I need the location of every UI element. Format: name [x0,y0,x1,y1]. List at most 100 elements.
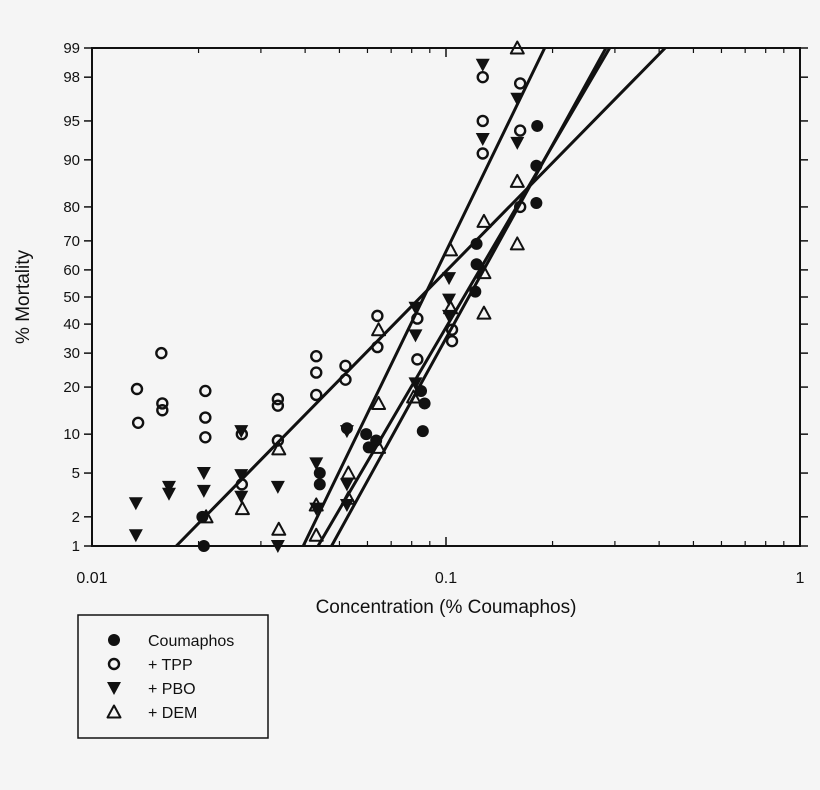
point-open-circle [371,309,384,323]
point-open-circle [310,388,323,402]
point-open-circle [513,124,527,137]
point-filled-triangle-down [475,133,490,147]
fit-line-open-circle [174,48,667,546]
point-open-circle [339,359,352,373]
point-open-circle [130,382,144,396]
legend-marker-filled-triangle-down [107,682,121,695]
legend-marker-open-triangle-up [106,704,122,719]
fit-lines [174,48,667,546]
point-open-triangle-up [476,265,492,280]
y-tick-label: 30 [63,345,80,362]
point-open-circle [310,366,323,379]
point-open-triangle-up [443,242,459,257]
point-open-triangle-up [509,236,525,251]
legend: Coumaphos + TPP + PBO + DEM [77,614,269,739]
point-filled-circle [530,197,543,210]
point-filled-triangle-down [196,484,211,498]
y-tick-label: 98 [63,69,80,86]
point-filled-circle [469,285,482,298]
point-open-circle [155,346,168,360]
point-filled-triangle-down [128,529,143,543]
y-tick-label: 90 [63,152,80,169]
legend-box [77,614,269,739]
point-open-circle [411,312,424,325]
point-open-circle [513,77,527,90]
point-open-circle [199,411,212,424]
point-open-circle [310,350,323,363]
point-open-triangle-up [234,501,250,516]
point-open-circle [513,200,527,214]
legend-label: + DEM [148,705,197,722]
fit-line-open-triangle-up [316,48,612,546]
point-filled-triangle-down [234,469,249,483]
point-open-triangle-up [271,441,287,456]
y-tick-label: 70 [63,233,80,250]
axis-ticks: 0.01 0.1 1 1 2 5 10 20 30 40 50 60 70 80 90 95 98 99 [63,40,808,587]
point-open-triangle-up [198,509,214,524]
x-tick-label: 1 [796,570,805,587]
point-open-triangle-up [371,395,387,410]
point-open-circle [476,147,489,160]
y-axis-label: % Mortality [13,250,34,344]
point-open-circle [445,323,459,336]
point-filled-circle [470,258,483,271]
point-open-triangle-up [271,521,287,536]
y-tick-label: 99 [63,40,80,57]
point-filled-triangle-down [408,301,423,315]
point-open-circle [371,340,384,354]
point-open-circle [156,404,169,417]
point-open-circle [476,114,489,128]
point-filled-triangle-down [234,425,249,439]
point-filled-triangle-down [510,92,525,106]
x-axis-label: Concentration (% Coumaphos) [316,597,577,618]
x-tick-label: 0.01 [76,570,107,587]
point-filled-triangle-down [510,136,525,150]
point-filled-triangle-down [442,272,457,286]
point-open-circle [131,416,145,429]
point-filled-circle [313,478,326,491]
point-filled-triangle-down [475,58,490,72]
point-filled-circle [530,159,543,172]
point-open-circle [271,392,285,406]
point-open-triangle-up [476,213,492,228]
y-tick-label: 95 [63,113,80,130]
point-open-triangle-up [406,389,422,404]
point-filled-circle [418,397,431,410]
point-open-circle [199,431,212,444]
data-points [128,40,544,553]
point-filled-triangle-down [196,467,211,481]
y-tick-label: 10 [63,426,80,443]
fit-line-filled-triangle-down [301,48,547,546]
point-open-triangle-up [371,439,387,454]
point-open-circle [271,399,285,412]
y-tick-label: 60 [63,262,80,279]
y-tick-label: 1 [72,538,80,555]
point-open-circle [156,397,169,410]
x-tick-label: 0.1 [435,570,457,587]
point-filled-triangle-down [309,457,324,471]
point-filled-triangle-down [234,490,249,504]
legend-marker-open-circle [107,657,121,671]
point-open-triangle-up [308,527,324,542]
point-filled-circle [360,428,373,441]
point-filled-circle [416,425,429,438]
point-filled-circle [531,119,544,132]
point-open-circle [339,373,352,386]
point-open-circle [445,334,459,348]
point-filled-triangle-down [270,480,285,494]
point-filled-triangle-down [161,480,176,494]
legend-label: Coumaphos [148,633,234,650]
legend-label: + TPP [148,657,193,674]
point-open-circle [476,70,489,84]
point-filled-triangle-down [339,425,354,439]
point-filled-circle [313,467,326,480]
y-tick-label: 5 [72,465,80,482]
point-open-triangle-up [509,173,525,188]
legend-marker-filled-circle [108,634,120,646]
y-tick-label: 80 [63,199,80,216]
point-filled-triangle-down [128,497,143,511]
point-filled-circle [470,237,483,250]
point-filled-triangle-down [339,478,354,492]
point-filled-triangle-down [408,377,423,391]
